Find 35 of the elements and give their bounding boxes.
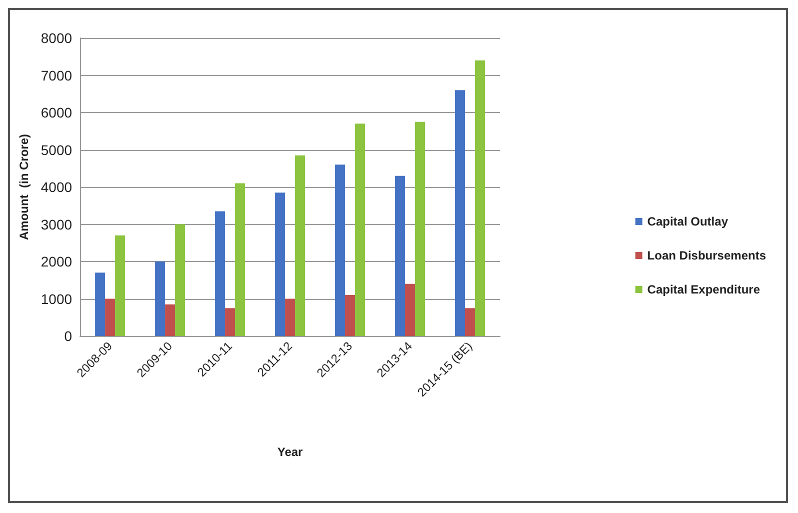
bar xyxy=(355,124,366,336)
bar xyxy=(165,304,176,336)
bar xyxy=(395,176,406,336)
bar xyxy=(175,224,186,336)
bar xyxy=(275,192,286,336)
bar xyxy=(225,308,236,336)
bar xyxy=(465,308,476,336)
bar xyxy=(405,284,416,336)
legend-label: Loan Disbursements xyxy=(647,248,766,262)
bar xyxy=(155,262,166,336)
bar xyxy=(345,295,356,336)
y-tick-label: 3000 xyxy=(40,216,72,232)
bar xyxy=(105,298,116,336)
y-axis-title: Amount (in Crore) xyxy=(17,134,31,240)
y-tick-label: 6000 xyxy=(40,104,72,120)
x-axis-title: Year xyxy=(277,445,304,459)
bar xyxy=(285,298,296,336)
bar xyxy=(235,183,246,336)
bar xyxy=(335,164,346,336)
y-tick-label: 1000 xyxy=(40,290,72,307)
bar xyxy=(455,90,466,336)
bar xyxy=(215,211,226,336)
y-tick-label: 0 xyxy=(64,328,72,344)
y-tick-label: 5000 xyxy=(40,142,72,158)
y-tick-label: 8000 xyxy=(40,30,72,46)
bar xyxy=(115,235,126,336)
bar xyxy=(295,155,306,336)
bar xyxy=(475,60,486,336)
bar xyxy=(95,272,106,336)
bar xyxy=(415,122,426,336)
legend-label: Capital Expenditure xyxy=(647,282,760,296)
y-tick-label: 4000 xyxy=(40,179,72,195)
y-tick-label: 2000 xyxy=(40,254,72,270)
legend-label: Capital Outlay xyxy=(647,214,728,228)
y-tick-label: 7000 xyxy=(40,67,72,84)
